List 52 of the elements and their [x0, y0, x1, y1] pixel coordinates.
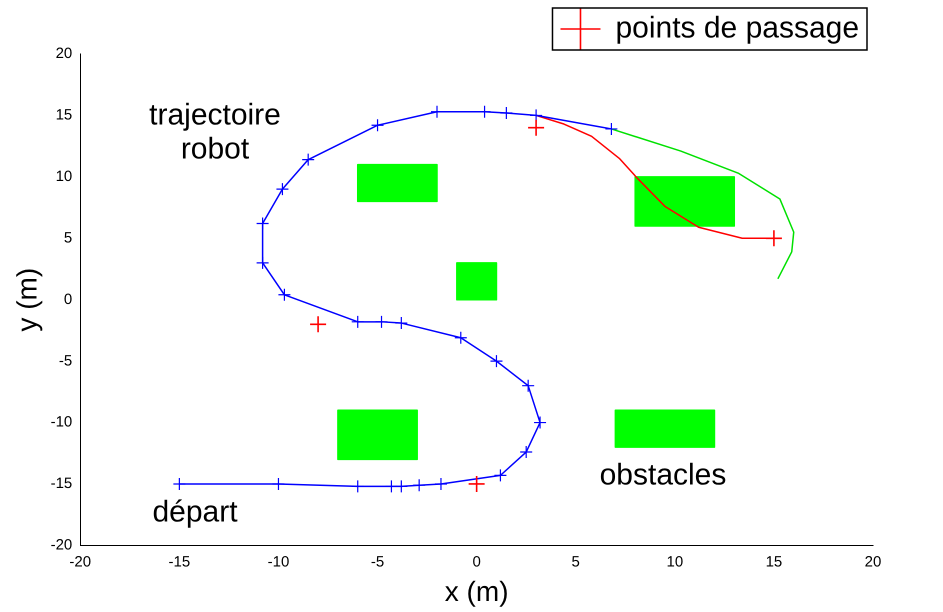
- point: [302, 153, 315, 166]
- point: [454, 331, 468, 344]
- annotation: obstacles: [600, 458, 726, 492]
- point: [351, 480, 364, 494]
- annotation: trajectoire robot: [149, 98, 281, 166]
- y-tick-label: -15: [50, 475, 72, 492]
- point: [374, 315, 388, 328]
- x-tick-label: 0: [472, 554, 481, 571]
- x-tick-label: -10: [268, 554, 290, 571]
- point: [434, 477, 448, 491]
- x-tick-label: -5: [370, 554, 384, 571]
- point: [468, 475, 486, 493]
- x-tick-label: -15: [168, 554, 190, 571]
- legend-label: points de passage: [615, 11, 859, 44]
- y-axis-title: y (m): [12, 268, 43, 332]
- x-tick-label: 15: [766, 554, 782, 571]
- point: [394, 316, 408, 330]
- annotation: départ: [152, 495, 238, 528]
- point: [604, 122, 618, 136]
- x-tick-label: 5: [572, 554, 580, 571]
- point: [522, 379, 535, 392]
- y-tick-label: 10: [56, 168, 72, 185]
- point: [765, 229, 783, 248]
- x-tick-label: 20: [864, 554, 882, 571]
- point: [276, 182, 290, 196]
- point: [272, 477, 286, 491]
- y-tick-label: 20: [56, 45, 72, 62]
- point: [370, 118, 384, 132]
- point: [529, 108, 543, 122]
- y-tick-label: 0: [64, 290, 72, 308]
- point: [309, 315, 327, 334]
- point: [384, 480, 398, 494]
- x-tick-label: 10: [666, 554, 684, 571]
- point: [351, 315, 364, 328]
- y-tick-label: 15: [56, 106, 72, 124]
- y-tick-label: -10: [50, 414, 72, 431]
- point: [527, 118, 545, 137]
- point: [494, 468, 508, 482]
- point: [533, 416, 547, 430]
- y-tick-label: -5: [58, 352, 72, 370]
- point: [278, 288, 292, 302]
- point: [412, 478, 426, 492]
- point: [394, 480, 408, 494]
- point: [256, 256, 270, 270]
- point: [500, 106, 513, 120]
- point: [490, 354, 504, 368]
- point: [520, 445, 533, 459]
- point: [172, 477, 186, 491]
- y-tick-label: 5: [64, 229, 72, 246]
- point: [256, 216, 270, 230]
- x-axis-title: x (m): [444, 576, 509, 607]
- y-tick-label: -20: [50, 536, 72, 554]
